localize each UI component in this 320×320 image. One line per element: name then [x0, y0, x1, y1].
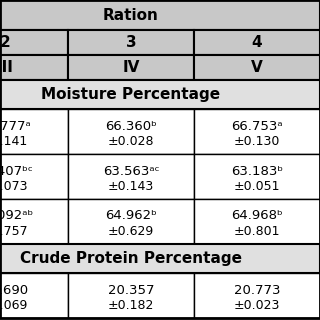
Text: IV: IV: [122, 60, 140, 75]
Bar: [68, 154, 194, 199]
Bar: [68, 55, 194, 80]
Bar: [0, 30, 68, 55]
Text: ±0.757: ±0.757: [0, 225, 28, 238]
Bar: [68, 199, 194, 244]
Text: Moisture Percentage: Moisture Percentage: [41, 87, 220, 102]
Text: 66.753ᵃ: 66.753ᵃ: [231, 120, 283, 132]
Bar: [0, 199, 68, 244]
Bar: [0, 55, 68, 80]
Text: 20.773: 20.773: [234, 284, 280, 297]
Text: V: V: [251, 60, 263, 75]
Bar: [0, 80, 320, 109]
Text: ±0.073: ±0.073: [0, 180, 28, 193]
Text: 20.690: 20.690: [0, 284, 28, 297]
Text: 63.563ᵃᶜ: 63.563ᵃᶜ: [103, 164, 159, 178]
Bar: [0, 109, 68, 154]
Text: ±0.141: ±0.141: [0, 135, 28, 148]
Text: ±0.801: ±0.801: [234, 225, 280, 238]
Text: 20.357: 20.357: [108, 284, 154, 297]
Text: 64.407ᵇᶜ: 64.407ᵇᶜ: [0, 164, 33, 178]
Text: 65.092ᵃᵇ: 65.092ᵃᵇ: [0, 210, 34, 222]
Bar: [68, 30, 194, 55]
Bar: [194, 154, 320, 199]
Bar: [194, 55, 320, 80]
Bar: [194, 109, 320, 154]
Text: 66.360ᵇ: 66.360ᵇ: [105, 120, 157, 132]
Text: 65.777ᵃ: 65.777ᵃ: [0, 120, 31, 132]
Bar: [0, 244, 320, 273]
Text: ±0.629: ±0.629: [108, 225, 154, 238]
Text: ±0.182: ±0.182: [108, 299, 154, 312]
Text: ±0.130: ±0.130: [234, 135, 280, 148]
Bar: [68, 273, 194, 318]
Bar: [0, 273, 68, 318]
Text: Crude Protein Percentage: Crude Protein Percentage: [20, 251, 242, 266]
Text: ±0.051: ±0.051: [234, 180, 280, 193]
Bar: [194, 30, 320, 55]
Text: III: III: [0, 60, 13, 75]
Bar: [194, 273, 320, 318]
Bar: [0, 154, 68, 199]
Bar: [0, 0, 320, 30]
Text: ±0.143: ±0.143: [108, 180, 154, 193]
Text: 63.183ᵇ: 63.183ᵇ: [231, 164, 283, 178]
Text: 64.968ᵇ: 64.968ᵇ: [231, 210, 283, 222]
Text: 2: 2: [0, 35, 10, 50]
Text: 3: 3: [126, 35, 136, 50]
Bar: [194, 199, 320, 244]
Text: 64.962ᵇ: 64.962ᵇ: [105, 210, 157, 222]
Text: ±0.028: ±0.028: [108, 135, 154, 148]
Bar: [68, 109, 194, 154]
Text: ±0.069: ±0.069: [0, 299, 28, 312]
Text: 4: 4: [252, 35, 262, 50]
Text: ±0.023: ±0.023: [234, 299, 280, 312]
Text: Ration: Ration: [103, 8, 159, 23]
